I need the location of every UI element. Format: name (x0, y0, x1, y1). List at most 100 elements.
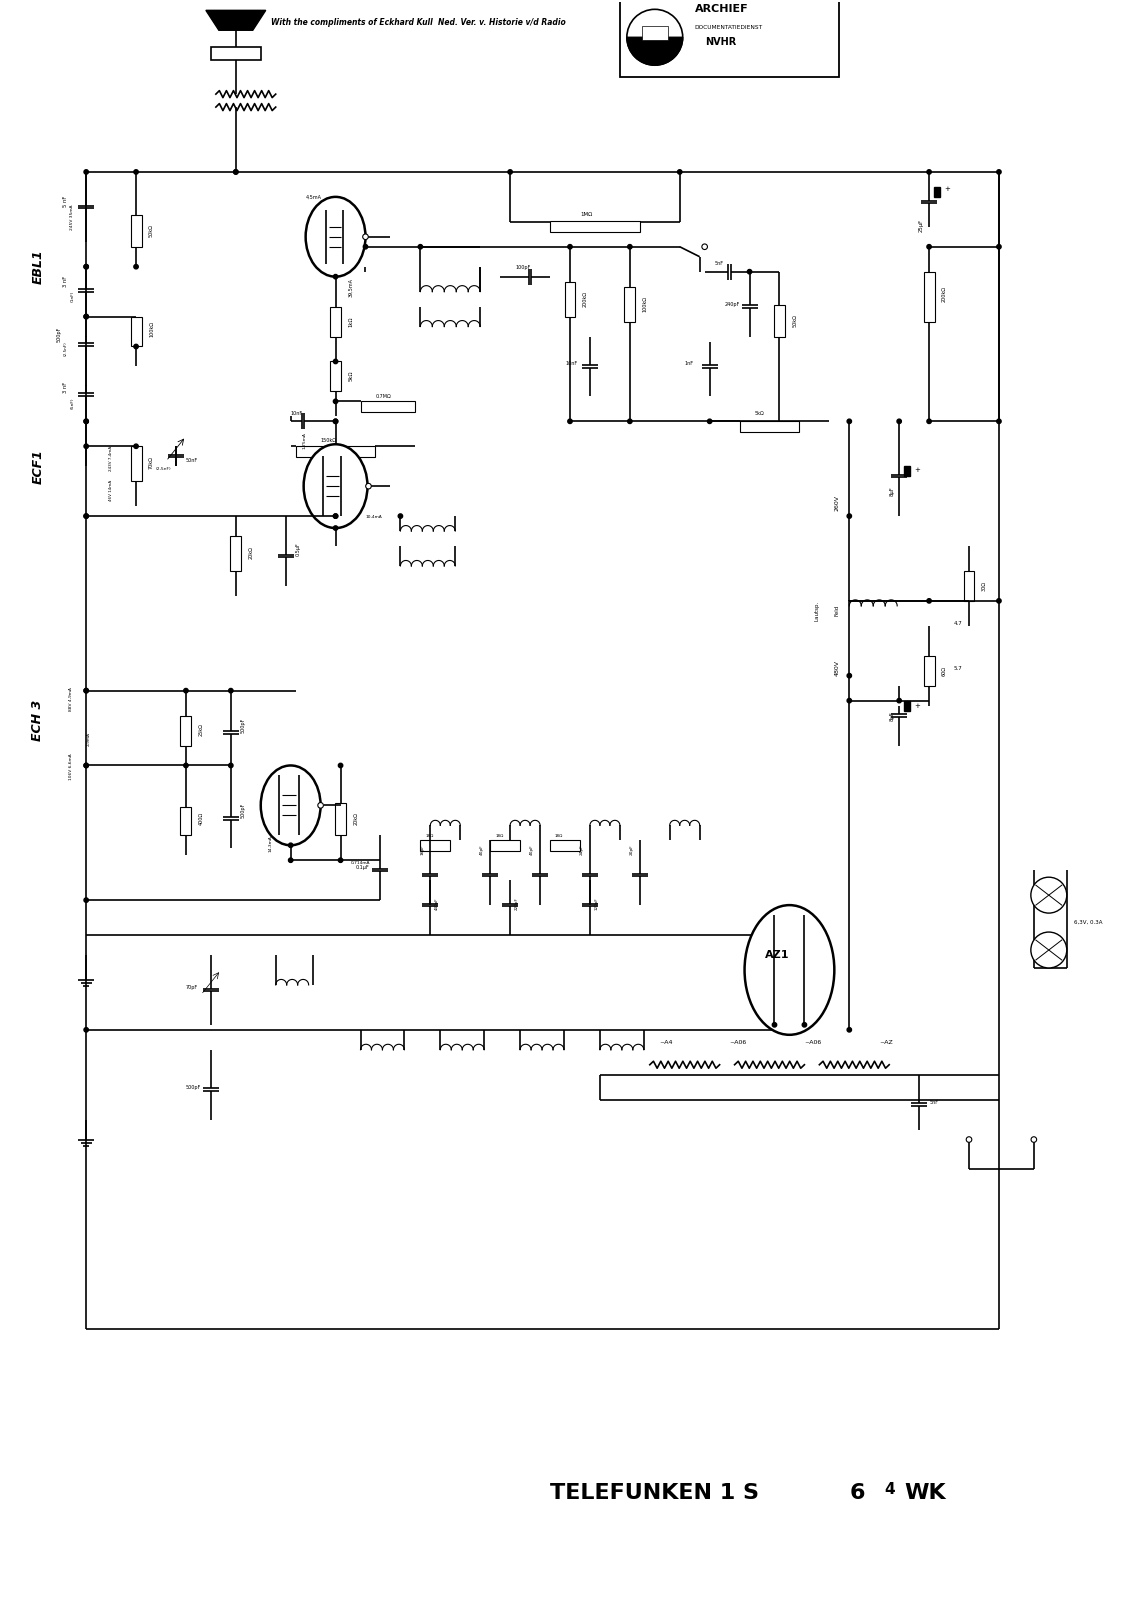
Text: 25kΩ: 25kΩ (199, 723, 203, 736)
Text: 39,5mA: 39,5mA (348, 278, 354, 296)
Circle shape (84, 419, 88, 424)
Circle shape (228, 763, 233, 768)
Text: 4: 4 (884, 1482, 895, 1496)
Text: 4.7: 4.7 (954, 621, 963, 626)
Text: 18Ω: 18Ω (555, 834, 564, 838)
Text: ~A4: ~A4 (660, 1040, 673, 1045)
Text: 10nF: 10nF (565, 362, 577, 366)
Circle shape (84, 898, 88, 902)
Text: 1kΩ: 1kΩ (348, 317, 354, 326)
Text: ECF1: ECF1 (32, 448, 44, 483)
Text: 500pF: 500pF (56, 326, 61, 341)
Text: 440pF: 440pF (435, 898, 440, 910)
Circle shape (848, 1027, 852, 1032)
Circle shape (84, 1027, 88, 1032)
Bar (336, 803, 346, 835)
Text: 8µF: 8µF (889, 486, 894, 496)
Ellipse shape (304, 445, 367, 528)
Circle shape (234, 170, 238, 174)
Text: +: + (944, 186, 950, 192)
Circle shape (927, 419, 931, 424)
Circle shape (627, 10, 683, 66)
Circle shape (848, 699, 852, 702)
Circle shape (927, 598, 931, 603)
Circle shape (897, 419, 902, 424)
Circle shape (84, 314, 88, 318)
Text: NVHR: NVHR (705, 37, 736, 48)
Text: 46V 14mA: 46V 14mA (110, 480, 113, 501)
Circle shape (567, 419, 572, 424)
Text: 5nF: 5nF (929, 1099, 938, 1104)
Text: 5nF: 5nF (714, 261, 723, 266)
Circle shape (84, 763, 88, 768)
Text: 60Ω: 60Ω (942, 666, 947, 675)
Circle shape (333, 514, 338, 518)
Circle shape (997, 170, 1001, 174)
Circle shape (84, 170, 88, 174)
Circle shape (333, 419, 338, 424)
Text: 25µF: 25µF (919, 219, 924, 232)
Circle shape (702, 243, 707, 250)
Bar (565, 282, 575, 317)
Text: 3 nF: 3 nF (63, 275, 68, 286)
Bar (923, 272, 935, 322)
Text: 500pF: 500pF (186, 1085, 201, 1090)
Circle shape (84, 445, 88, 448)
Text: 500pF: 500pF (241, 717, 246, 733)
Text: 0.7MΩ: 0.7MΩ (375, 394, 391, 400)
Bar (211, 48, 261, 61)
Text: 1,75mA: 1,75mA (303, 432, 306, 450)
Circle shape (802, 1022, 807, 1027)
Text: 10nF: 10nF (290, 411, 303, 416)
Circle shape (184, 688, 188, 693)
Bar (923, 656, 935, 686)
Text: 243V 7,4mA: 243V 7,4mA (110, 446, 113, 470)
Text: 100pF: 100pF (515, 264, 530, 270)
Text: 200kΩ: 200kΩ (942, 286, 947, 302)
Circle shape (567, 245, 572, 250)
Text: ~A06: ~A06 (805, 1040, 822, 1045)
Circle shape (997, 419, 1001, 424)
Bar (550, 221, 640, 232)
Bar (642, 26, 668, 40)
Circle shape (288, 858, 293, 862)
Text: 400Ω: 400Ω (199, 813, 203, 826)
Text: 88V 4,9mA: 88V 4,9mA (69, 686, 73, 710)
Text: 200kΩ: 200kΩ (583, 291, 588, 307)
Text: 5.7: 5.7 (954, 666, 963, 670)
Text: (1nF): (1nF) (70, 290, 75, 302)
Text: 220pF: 220pF (515, 898, 519, 910)
Text: (5nF): (5nF) (70, 398, 75, 410)
Text: 1nF: 1nF (685, 362, 694, 366)
Text: 14,3mA: 14,3mA (269, 835, 272, 853)
Text: 150kΩ: 150kΩ (321, 438, 337, 443)
Text: 50kΩ: 50kΩ (149, 224, 154, 237)
Text: 5kΩ: 5kΩ (755, 411, 764, 416)
Bar (296, 446, 375, 456)
Circle shape (707, 419, 712, 424)
Bar (330, 362, 341, 392)
Bar (181, 715, 191, 746)
Circle shape (848, 419, 852, 424)
Circle shape (627, 419, 632, 424)
Bar (490, 840, 520, 851)
Text: 0.1µF: 0.1µF (356, 866, 370, 870)
Text: DOCUMENTATIEDIENST: DOCUMENTATIEDIENST (695, 26, 763, 30)
Circle shape (1031, 1136, 1036, 1142)
Text: 480V: 480V (834, 659, 840, 675)
Circle shape (997, 245, 1001, 250)
Circle shape (84, 264, 88, 269)
Bar (420, 840, 450, 851)
Text: 1MΩ: 1MΩ (580, 211, 592, 218)
Circle shape (398, 514, 402, 518)
Circle shape (333, 514, 338, 518)
Circle shape (84, 688, 88, 693)
Text: 40pF: 40pF (530, 845, 534, 856)
Circle shape (133, 264, 138, 269)
Circle shape (363, 234, 368, 240)
Text: +: + (914, 467, 920, 474)
Circle shape (288, 843, 293, 848)
Text: 5kΩ: 5kΩ (348, 371, 354, 381)
Bar (739, 421, 799, 432)
Circle shape (133, 170, 138, 174)
